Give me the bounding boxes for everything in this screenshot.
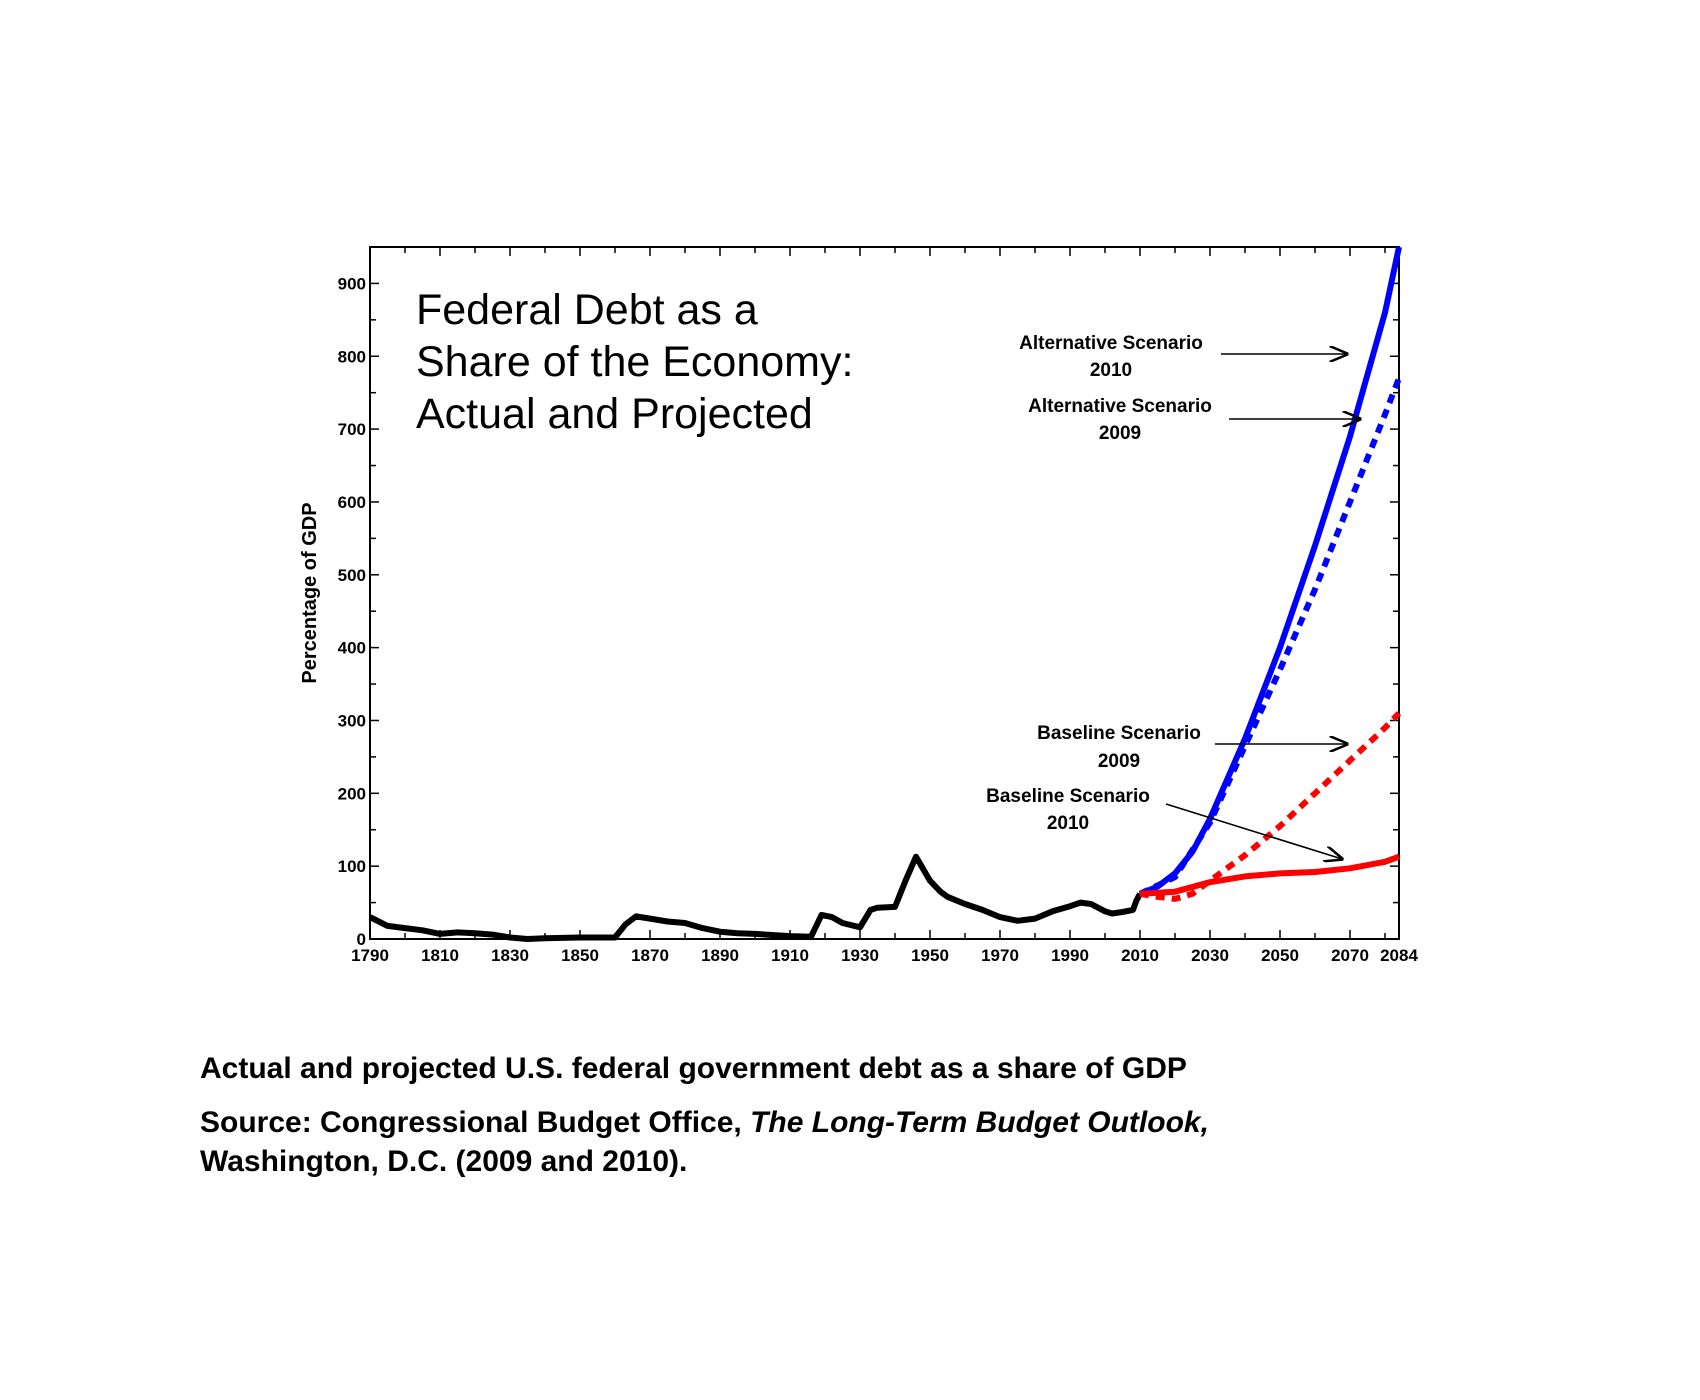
- x-tick-label: 1950: [911, 946, 949, 965]
- source-prefix: Source: Congressional Budget Office,: [200, 1106, 751, 1139]
- arrow-base-2010: [1165, 803, 1342, 859]
- title-line-3: Actual and Projected: [416, 390, 813, 438]
- annotation-alt-2009-line2: 2009: [1099, 423, 1141, 444]
- annotation-alt-2009-line1: Alternative Scenario: [1028, 396, 1212, 417]
- x-tick-label: 1930: [841, 946, 879, 965]
- y-tick-label: 500: [338, 566, 366, 585]
- y-tick-label: 400: [338, 639, 366, 658]
- annotation-base-2009-line1: Baseline Scenario: [1037, 723, 1201, 744]
- x-tick-label: 1910: [771, 946, 809, 965]
- x-tick-label: 1890: [701, 946, 739, 965]
- plot-frame: [369, 246, 1400, 940]
- y-tick-label: 600: [338, 493, 366, 512]
- chart-title: Federal Debt as a Share of the Economy: …: [416, 286, 853, 438]
- title-line-2: Share of the Economy:: [416, 338, 853, 386]
- x-tick-label: 1870: [631, 946, 669, 965]
- x-tick-label: 1790: [351, 946, 389, 965]
- series-baseline-scenario-2009: [1139, 711, 1402, 902]
- series-lines: [368, 246, 1402, 942]
- annotation-base-2010-line1: Baseline Scenario: [986, 786, 1150, 807]
- x-tick-label: 2070: [1331, 946, 1369, 965]
- x-tick-label: 2050: [1261, 946, 1299, 965]
- x-tick-label: 1810: [421, 946, 459, 965]
- annotation-base-2009-line2: 2009: [1098, 751, 1140, 772]
- axes: 0 100 200 300 400 500 600 700 800 900 1790 1810 1830…: [338, 246, 1418, 965]
- annotation-base-2010-line2: 2010: [1047, 813, 1089, 834]
- y-tick-label: 0: [357, 930, 366, 949]
- title-line-1: Federal Debt as a: [416, 286, 758, 334]
- series-baseline-scenario-2010: [1139, 853, 1401, 897]
- caption: Actual and projected U.S. federal govern…: [200, 1052, 1187, 1085]
- y-tick-label: 300: [338, 711, 366, 730]
- x-tick-label: 1850: [561, 946, 599, 965]
- x-tick-label: 1970: [981, 946, 1019, 965]
- series-alternative-scenario-2009: [1138, 377, 1402, 897]
- annotation-alt-2010-line2: 2010: [1090, 360, 1132, 381]
- source-publisher: Washington, D.C. (2009 and 2010).: [200, 1145, 688, 1178]
- series-actual: [368, 853, 1143, 942]
- y-tick-label: 900: [338, 274, 366, 293]
- y-tick-label: 800: [338, 347, 366, 366]
- x-tick-label: 1830: [491, 946, 529, 965]
- x-tick-label: 2010: [1121, 946, 1159, 965]
- source-title: The Long-Term Budget Outlook,: [750, 1106, 1209, 1139]
- y-axis-label: Percentage of GDP: [299, 502, 321, 683]
- y-tick-label: 100: [338, 857, 366, 876]
- x-tick-label: 1990: [1051, 946, 1089, 965]
- annotations: Alternative Scenario 2010 Alternative Sc…: [986, 333, 1360, 859]
- source-line: Source: Congressional Budget Office, The…: [200, 1106, 1209, 1140]
- x-tick-label: 2030: [1191, 946, 1229, 965]
- annotation-alt-2010-line1: Alternative Scenario: [1019, 333, 1203, 354]
- y-tick-label: 200: [338, 784, 366, 803]
- x-tick-label: 2084: [1380, 946, 1418, 965]
- y-tick-label: 700: [338, 420, 366, 439]
